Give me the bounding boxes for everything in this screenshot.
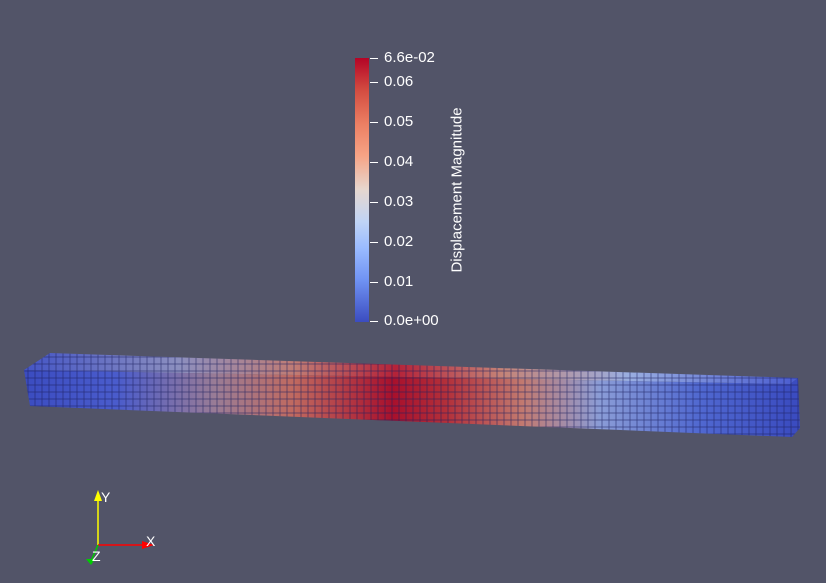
- colorbar-tick: [370, 162, 378, 163]
- x-axis-arrow: [142, 541, 154, 549]
- colorbar-tick: [370, 58, 378, 59]
- beam-top-face: [24, 353, 798, 384]
- beam-end-face: [790, 378, 800, 437]
- colorbar-label: 0.03: [384, 193, 414, 210]
- colorbar-tick: [370, 82, 378, 83]
- colorbar-tick: [370, 202, 378, 203]
- colorbar-label: 0.04: [384, 153, 414, 170]
- y-axis-label: Y: [101, 489, 111, 505]
- beam-front-face: [24, 370, 792, 437]
- orientation-axes: Y X Z: [86, 489, 156, 565]
- colorbar-label: 0.01: [384, 273, 414, 290]
- z-axis-label: Z: [92, 548, 101, 564]
- y-axis-arrow: [94, 490, 102, 501]
- z-axis-arrow: [86, 559, 95, 565]
- colorbar-tick: [370, 282, 378, 283]
- colorbar-tick: [370, 122, 378, 123]
- colorbar-tick: [370, 321, 378, 322]
- z-axis-line: [90, 544, 99, 562]
- colorbar-label: 0.06: [384, 73, 414, 90]
- x-axis-label: X: [146, 533, 156, 549]
- colorbar-tick: [370, 242, 378, 243]
- colorbar-label-min: 0.0e+00: [384, 312, 439, 329]
- colorbar-label: 0.05: [384, 113, 414, 130]
- colorbar-gradient: [355, 58, 369, 322]
- colorbar-label: 0.02: [384, 233, 414, 250]
- colorbar-label-max: 6.6e-02: [384, 49, 435, 66]
- colorbar-title: Displacement Magnitude: [448, 107, 466, 273]
